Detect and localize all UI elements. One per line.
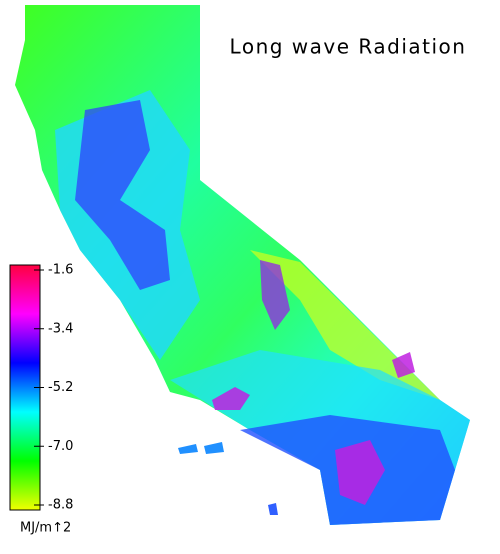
colorbar-unit: MJ/m↑2	[20, 521, 71, 536]
colorbar-tick-label: -1.6	[48, 263, 73, 278]
north-blue-region	[75, 100, 170, 290]
colorbar-tick-label: -3.4	[48, 321, 73, 336]
channel-island	[178, 444, 198, 454]
east-magenta-region	[392, 352, 415, 378]
channel-island	[268, 503, 278, 515]
mountain-magenta-region	[212, 387, 250, 410]
sierra-magenta-region	[260, 260, 290, 330]
south-magenta-region	[335, 440, 385, 505]
east-yellow-region	[250, 250, 440, 400]
map-title: Long wave Radiation	[230, 35, 467, 59]
channel-island	[204, 442, 224, 454]
colorbar	[9, 264, 44, 511]
colorbar-tick-label: -8.8	[48, 498, 73, 513]
california-map	[15, 5, 470, 525]
colorbar-tick-label: -5.2	[48, 380, 73, 395]
colorbar-tick-label: -7.0	[48, 439, 73, 454]
